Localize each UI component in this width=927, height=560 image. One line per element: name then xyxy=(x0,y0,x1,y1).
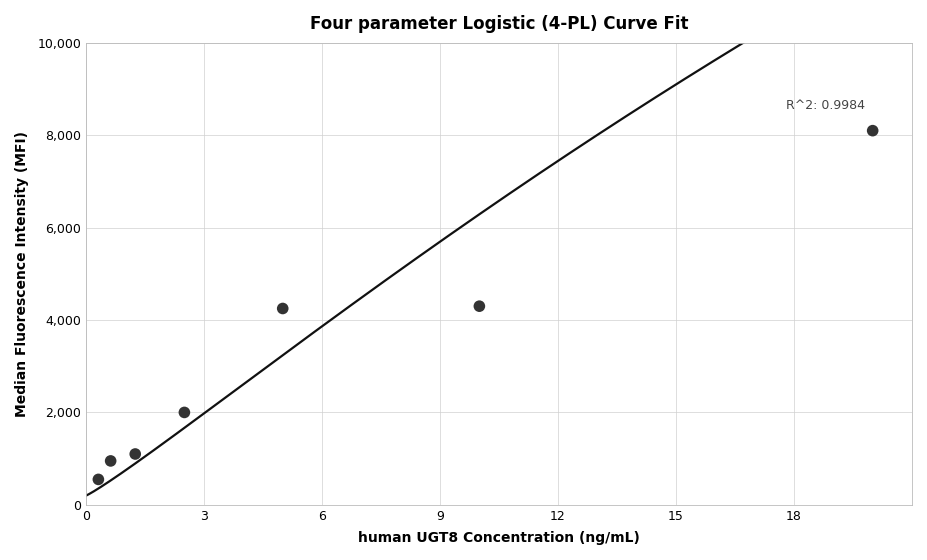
Point xyxy=(865,126,880,135)
Point xyxy=(103,456,118,465)
X-axis label: human UGT8 Concentration (ng/mL): human UGT8 Concentration (ng/mL) xyxy=(358,531,640,545)
Point xyxy=(128,450,143,459)
Point xyxy=(472,302,487,311)
Y-axis label: Median Fluorescence Intensity (MFI): Median Fluorescence Intensity (MFI) xyxy=(15,131,29,417)
Text: R^2: 0.9984: R^2: 0.9984 xyxy=(786,99,865,112)
Point xyxy=(91,475,106,484)
Point xyxy=(275,304,290,313)
Title: Four parameter Logistic (4-PL) Curve Fit: Four parameter Logistic (4-PL) Curve Fit xyxy=(310,15,688,33)
Point xyxy=(177,408,192,417)
